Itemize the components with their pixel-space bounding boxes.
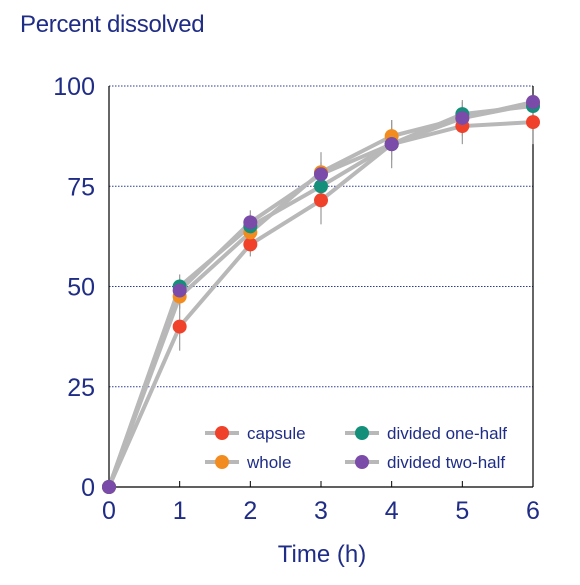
legend-item-whole: whole — [205, 453, 291, 472]
legend: capsule whole divided one-half divided two-… — [205, 424, 507, 472]
data-point-layer — [102, 95, 540, 494]
data-point-divided-two-half — [384, 137, 399, 152]
legend-label: divided one-half — [387, 424, 507, 443]
legend-label: divided two-half — [387, 453, 505, 472]
x-tick-label-4: 4 — [385, 497, 399, 525]
x-tick-label-6: 6 — [526, 497, 540, 525]
legend-label: whole — [246, 453, 291, 472]
legend-item-capsule: capsule — [205, 424, 306, 443]
y-axis-title: Percent dissolved — [20, 11, 204, 38]
y-tick-label-0: 0 — [81, 474, 95, 502]
data-point-divided-two-half — [172, 283, 187, 298]
x-tick-label-3: 3 — [314, 497, 328, 525]
x-tick-label-0: 0 — [102, 497, 116, 525]
x-tick-label-1: 1 — [173, 497, 187, 525]
legend-marker — [215, 455, 229, 469]
legend-item-divided-two-half: divided two-half — [345, 453, 505, 472]
y-tick-label-100: 100 — [53, 73, 95, 101]
legend-marker — [355, 455, 369, 469]
y-tick-label-50: 50 — [67, 274, 95, 302]
legend-marker — [215, 426, 229, 440]
legend-marker — [355, 426, 369, 440]
data-point-capsule — [314, 193, 328, 208]
x-tick-label-2: 2 — [243, 497, 257, 525]
error-bar-layer — [179, 100, 534, 351]
y-tick-label-75: 75 — [67, 173, 95, 201]
x-tick-label-5: 5 — [455, 497, 469, 525]
data-point-capsule — [526, 115, 540, 130]
data-point-divided-two-half — [526, 95, 540, 110]
data-point-capsule — [172, 319, 187, 334]
legend-item-divided-one-half: divided one-half — [345, 424, 507, 443]
axis-layer: 0 25 50 75 100 0 1 2 3 4 5 6 — [53, 73, 540, 525]
data-point-divided-two-half — [102, 480, 116, 494]
legend-label: capsule — [247, 424, 306, 443]
data-point-divided-two-half — [243, 215, 258, 230]
data-point-divided-two-half — [455, 111, 470, 126]
x-axis-title: Time (h) — [278, 541, 366, 568]
data-point-divided-one-half — [314, 179, 328, 194]
data-point-divided-two-half — [314, 167, 328, 182]
data-point-capsule — [243, 237, 258, 252]
y-tick-label-25: 25 — [67, 374, 95, 402]
